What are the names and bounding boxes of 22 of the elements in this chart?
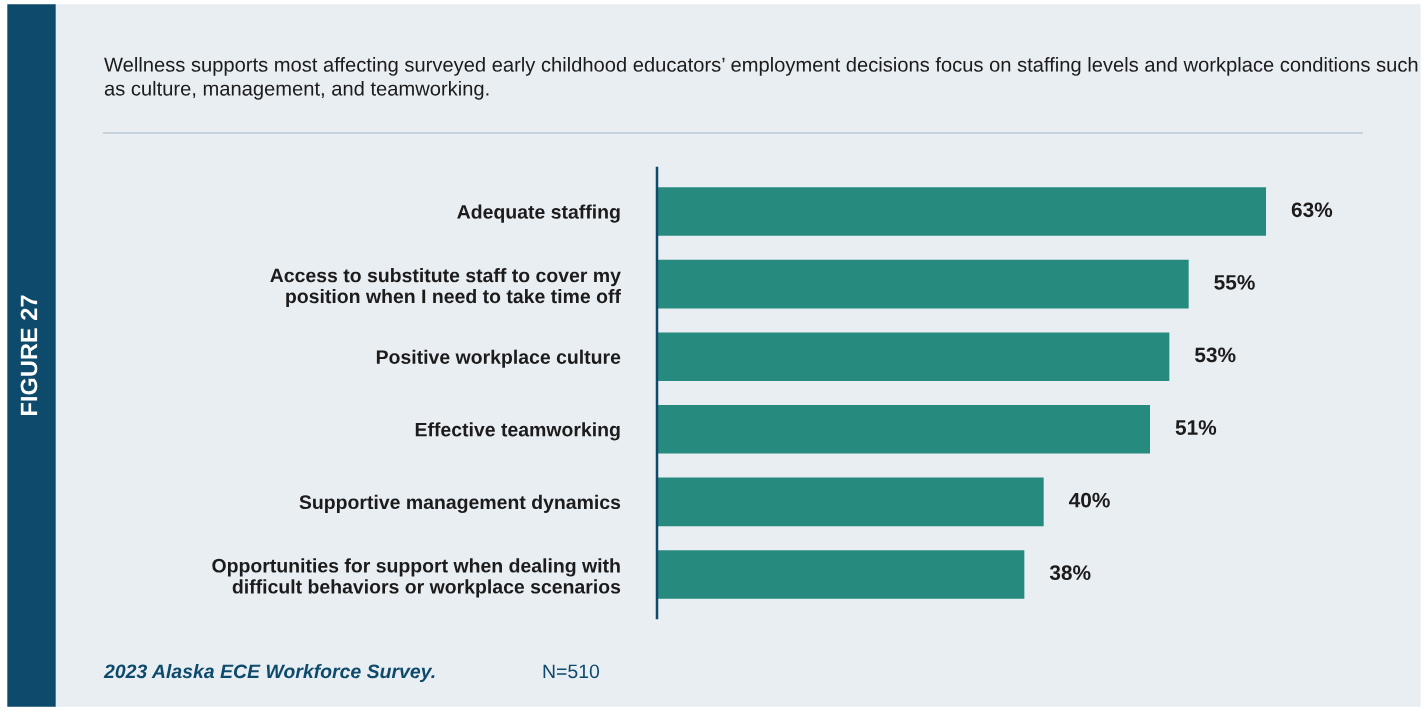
bar: [657, 187, 1267, 236]
caption: FIGURE 27: [20, 295, 38, 415]
bar: [657, 259, 1189, 309]
bar: [657, 332, 1170, 382]
text: N=510: [543, 664, 600, 679]
y-tick-label: Adequate staffing: [457, 204, 620, 223]
data-label: 55%: [1214, 275, 1255, 290]
data-label: 63%: [1291, 202, 1333, 218]
data-label: 40%: [1068, 492, 1110, 508]
text: 2023 Alaska ECE Workforce Survey.: [103, 663, 435, 683]
y-tick-label: Positive workplace culture: [376, 349, 621, 368]
y-tick-label: Effective teamworking: [415, 422, 620, 441]
y-tick-label: Access to substitute staff to cover my position when I need to take time off: [270, 268, 621, 308]
y-tick-label: Supportive management dynamics: [299, 494, 621, 514]
bar: [657, 477, 1044, 527]
data-label: 53%: [1194, 347, 1236, 363]
y-tick-label: Opportunities for support when dealing with difficult behaviors or workplace scenarios: [212, 558, 621, 598]
bar: [657, 404, 1151, 454]
bar: [657, 550, 1025, 599]
chart-title: Wellness supports most affecting surveyed early childhood educators’ employment decisions focus on staffing levels and workplace conditions such as culture, management, and teamworking.: [104, 57, 1418, 100]
data-label: 38%: [1049, 565, 1091, 581]
data-label: 51%: [1175, 420, 1217, 435]
